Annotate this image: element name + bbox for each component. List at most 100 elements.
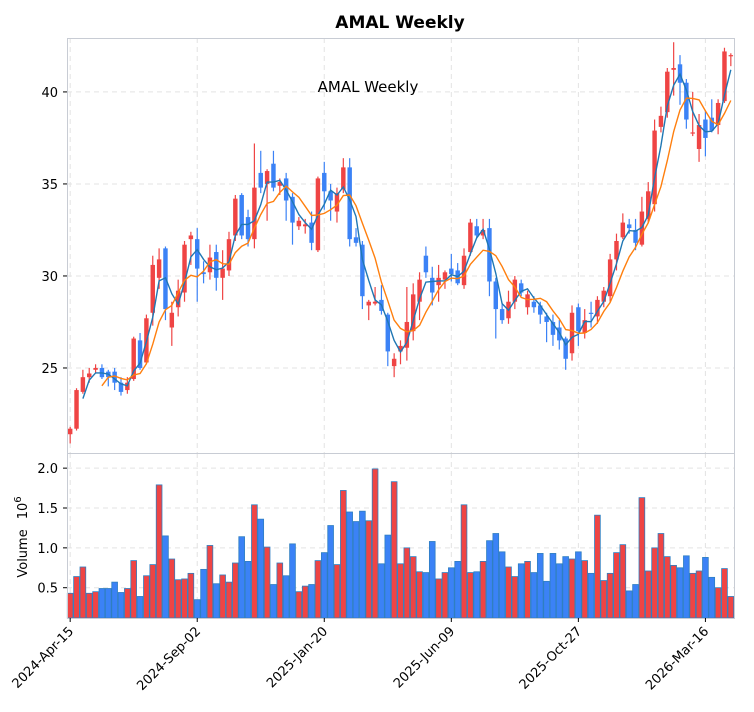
candle-body — [468, 222, 473, 253]
volume-tick-label: 0.5 — [37, 582, 58, 597]
candle-body — [607, 259, 613, 297]
volume-bar — [276, 562, 284, 619]
volume-bar — [244, 561, 252, 619]
volume-bar — [206, 545, 214, 619]
volume-bar — [409, 556, 417, 619]
candle-body — [175, 290, 181, 308]
volume-bar — [397, 563, 404, 619]
candle-body — [372, 301, 378, 304]
volume-bar — [676, 567, 684, 619]
candle-body — [309, 222, 314, 243]
volume-tick-label: 1.0 — [37, 542, 58, 557]
volume-bar — [73, 576, 80, 619]
volume-bar — [435, 578, 442, 619]
volume-bar — [498, 551, 506, 619]
volume-bar — [270, 584, 277, 619]
moving-average-lines — [82, 69, 732, 399]
candle-body — [341, 167, 346, 190]
volume-bar — [549, 553, 557, 619]
candle-body — [360, 244, 365, 297]
candle-body — [633, 229, 638, 243]
price-tick-label: 25 — [41, 362, 58, 377]
volume-bar — [454, 561, 461, 619]
candle-body — [258, 172, 263, 188]
volume-bar — [467, 572, 474, 619]
volume-bar — [543, 580, 550, 619]
volume-bar — [352, 521, 360, 619]
price-tick-label: 40 — [41, 86, 58, 101]
volume-bar — [66, 592, 74, 619]
candle-body — [474, 226, 479, 236]
volume-bar — [340, 490, 347, 619]
volume-bar — [683, 555, 690, 619]
candle-body — [614, 240, 619, 260]
volume-bar — [378, 563, 385, 619]
candle-body — [156, 259, 162, 278]
candle-body — [493, 281, 499, 310]
volume-panel-frame — [67, 453, 735, 619]
candle-body — [538, 305, 543, 315]
candle-body — [239, 194, 244, 236]
volume-bar — [708, 576, 716, 619]
candle-body — [264, 171, 270, 184]
volume-bar — [613, 552, 620, 619]
candle-body — [658, 115, 664, 127]
candle-body — [252, 187, 257, 240]
volume-bar — [168, 558, 176, 619]
candle-body — [525, 294, 530, 308]
candle-body — [353, 237, 359, 243]
volume-bar — [333, 564, 341, 619]
volume-axis-label-power: 6 — [13, 496, 24, 502]
candle-body — [512, 279, 518, 302]
candle-body — [709, 117, 714, 131]
candle-body — [722, 51, 727, 102]
candle-body — [696, 125, 702, 149]
volume-bar — [441, 572, 449, 619]
volume-bar — [320, 552, 328, 619]
volume-bar — [568, 558, 576, 619]
volume-bar — [79, 566, 87, 619]
candle-body — [620, 222, 626, 238]
volume-bar — [524, 561, 531, 619]
candle-body — [398, 345, 403, 352]
volume-bar — [124, 588, 131, 619]
volume-bar — [511, 576, 519, 619]
volume-bar — [473, 571, 481, 619]
candle-body — [588, 312, 594, 314]
volume-bar — [594, 514, 601, 619]
volume-bar — [657, 533, 665, 619]
volume-bar — [517, 563, 525, 619]
volume-bar — [448, 567, 455, 619]
candle-body — [207, 257, 213, 273]
volume-bar — [251, 504, 258, 619]
x-tick-label: 2024-Apr-15 — [10, 624, 77, 691]
candle-body — [430, 277, 435, 293]
volume-bar — [327, 525, 334, 619]
volume-bar — [149, 564, 157, 619]
candle-body — [410, 294, 416, 332]
volume-bar — [689, 572, 696, 619]
volume-bar — [238, 536, 245, 619]
volume-bar — [428, 541, 436, 619]
candle-body — [87, 373, 92, 378]
candle-body — [334, 193, 340, 212]
volume-bar — [346, 511, 353, 619]
volume-bar — [85, 592, 93, 619]
volume-bar — [575, 551, 582, 619]
candle-body — [188, 235, 194, 240]
volume-bar — [384, 534, 392, 619]
candle-body — [80, 377, 86, 392]
candle-body — [442, 272, 448, 280]
volume-bar — [181, 578, 188, 619]
candle-body — [131, 338, 136, 380]
candle-body — [302, 224, 308, 227]
candle-body — [74, 390, 79, 429]
x-tick-label: 2025-Jan-20 — [264, 624, 331, 691]
volume-bar — [174, 579, 182, 619]
x-tick-label: 2024-Sep-02 — [134, 624, 204, 694]
volume-bar — [587, 572, 595, 619]
volume-bar — [460, 504, 468, 619]
volume-bar — [232, 562, 239, 619]
candle-body — [214, 252, 219, 278]
volume-bar — [111, 581, 118, 619]
